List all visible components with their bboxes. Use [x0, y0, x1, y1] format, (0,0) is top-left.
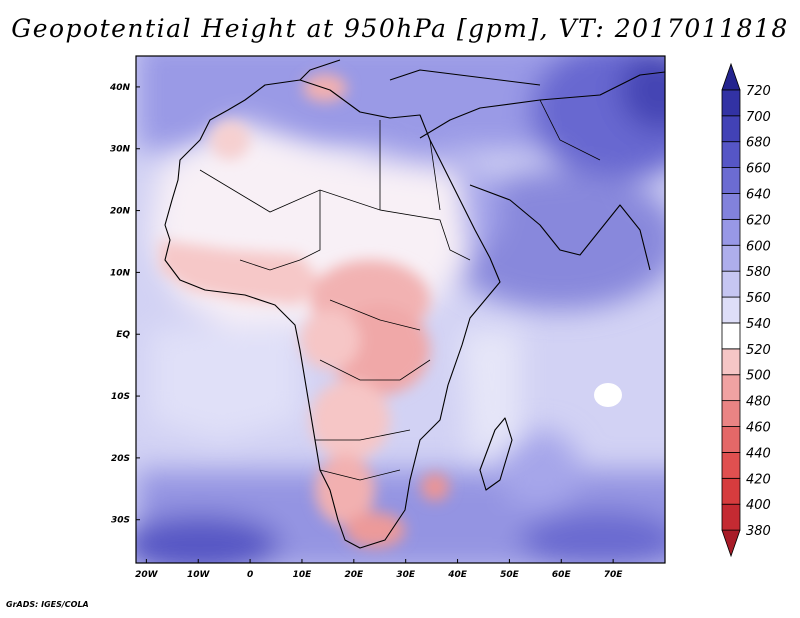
x-tick-label: 60E	[552, 570, 572, 580]
colorbar-swatch	[721, 296, 741, 324]
colorbar-level-label: 640	[746, 187, 771, 202]
x-tick-label: 30E	[396, 570, 416, 580]
colorbar-level-label: 420	[746, 472, 771, 487]
colorbar-level-label: 540	[746, 317, 771, 332]
grads-credit: GrADS: IGES/COLA	[6, 600, 89, 609]
colorbar-swatch	[721, 503, 741, 531]
colorbar-swatch	[721, 270, 741, 298]
colorbar-level-label: 700	[746, 110, 771, 125]
colorbar-swatch	[721, 322, 741, 350]
colorbar-level-label: 520	[746, 343, 771, 358]
y-tick-label: 20S	[111, 454, 130, 464]
map-title: Geopotential Height at 950hPa [gpm], VT:…	[11, 14, 789, 43]
colorbar-swatch	[721, 89, 741, 117]
colorbar-swatch	[721, 426, 741, 453]
colorbar-level-label: 720	[746, 84, 771, 99]
colorbar-swatch	[721, 218, 741, 246]
colorbar: 380 400 420 440 460 480 500 520 540 560 580 600 620 6…	[721, 62, 771, 558]
colorbar-level-label: 400	[746, 498, 771, 513]
y-tick-label: 40N	[109, 83, 131, 93]
colorbar-level-label: 380	[746, 524, 771, 539]
colorbar-level-label: 620	[746, 213, 771, 228]
x-axis: 20W 10W 0 10E 20E 30E 40E 50E 60E 70E	[135, 559, 623, 580]
madagascar-white-spot	[594, 383, 622, 407]
colorbar-low-triangle	[721, 529, 741, 558]
x-tick-label: 20W	[135, 570, 159, 580]
x-tick-label: 70E	[604, 570, 624, 580]
colorbar-swatch	[721, 244, 741, 272]
y-tick-label: 10S	[111, 392, 130, 402]
colorbar-swatch	[721, 115, 741, 143]
x-tick-label: 40E	[447, 570, 468, 580]
colorbar-swatch	[721, 193, 741, 220]
colorbar-swatch	[721, 167, 741, 194]
y-tick-label: 20N	[110, 207, 131, 217]
country-borders	[199, 99, 601, 481]
map-frame	[135, 55, 666, 564]
y-tick-label: EQ	[116, 330, 130, 340]
colorbar-swatch	[721, 400, 741, 427]
x-tick-label: 10W	[187, 570, 211, 580]
colorbar-level-label: 500	[746, 369, 771, 384]
colorbar-level-label: 580	[746, 265, 771, 280]
y-tick-label: 30N	[110, 145, 131, 155]
colorbar-level-label: 660	[746, 162, 771, 177]
colorbar-swatch	[721, 477, 741, 505]
height-field	[136, 56, 665, 563]
colorbar-swatch	[721, 374, 741, 402]
x-tick-label: 50E	[500, 570, 520, 580]
colorbar-level-label: 480	[746, 395, 771, 410]
y-tick-label: 30S	[111, 516, 130, 526]
colorbar-high-triangle	[721, 62, 741, 91]
colorbar-swatch	[721, 141, 741, 168]
colorbar-level-label: 680	[746, 136, 771, 151]
colorbar-level-label: 600	[746, 239, 771, 254]
y-tick-label: 10N	[110, 268, 131, 278]
colorbar-level-label: 560	[746, 291, 771, 306]
x-tick-label: 0	[247, 570, 253, 580]
x-tick-label: 20E	[344, 570, 364, 580]
colorbar-swatch	[721, 348, 741, 376]
colorbar-level-label: 460	[746, 421, 771, 436]
colorbar-level-label: 440	[746, 446, 771, 461]
y-axis: 40N 30N 20N 10N EQ 10S 20S 30S	[109, 83, 140, 526]
x-tick-label: 10E	[293, 570, 313, 580]
colorbar-swatch	[721, 452, 741, 479]
